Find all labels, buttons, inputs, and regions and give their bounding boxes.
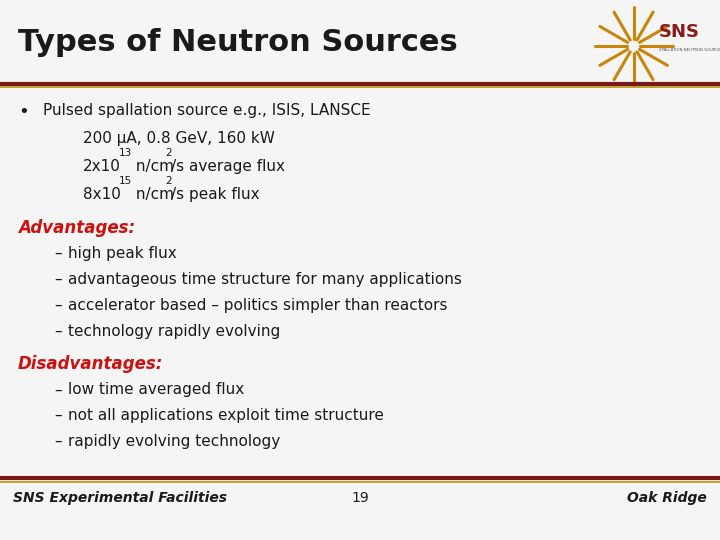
Text: /s average flux: /s average flux xyxy=(171,159,285,174)
Text: 2x10: 2x10 xyxy=(83,159,121,174)
Text: advantageous time structure for many applications: advantageous time structure for many app… xyxy=(68,272,462,287)
Text: Advantages:: Advantages: xyxy=(18,219,135,237)
Text: 19: 19 xyxy=(351,491,369,505)
Text: –: – xyxy=(54,434,62,449)
Text: –: – xyxy=(54,324,62,339)
Text: low time averaged flux: low time averaged flux xyxy=(68,382,245,397)
Text: n/cm: n/cm xyxy=(131,159,174,174)
Text: 13: 13 xyxy=(119,148,132,158)
Text: Pulsed spallation source e.g., ISIS, LANSCE: Pulsed spallation source e.g., ISIS, LAN… xyxy=(43,103,371,118)
Text: accelerator based – politics simpler than reactors: accelerator based – politics simpler tha… xyxy=(68,298,448,313)
Text: 2: 2 xyxy=(166,148,172,158)
Text: rapidly evolving technology: rapidly evolving technology xyxy=(68,434,281,449)
Text: high peak flux: high peak flux xyxy=(68,246,177,261)
Text: –: – xyxy=(54,298,62,313)
Text: 200 μA, 0.8 GeV, 160 kW: 200 μA, 0.8 GeV, 160 kW xyxy=(83,131,274,146)
Text: Types of Neutron Sources: Types of Neutron Sources xyxy=(18,28,458,57)
Text: not all applications exploit time structure: not all applications exploit time struct… xyxy=(68,408,384,423)
Text: 8x10: 8x10 xyxy=(83,187,121,202)
Text: Oak Ridge: Oak Ridge xyxy=(627,491,707,505)
Text: n/cm: n/cm xyxy=(131,187,174,202)
Text: –: – xyxy=(54,246,62,261)
Text: –: – xyxy=(54,272,62,287)
Text: Disadvantages:: Disadvantages: xyxy=(18,355,163,373)
Text: SPALLATION NEUTRON SOURCE: SPALLATION NEUTRON SOURCE xyxy=(659,49,720,52)
Text: –: – xyxy=(54,382,62,397)
Text: /s peak flux: /s peak flux xyxy=(171,187,260,202)
Text: –: – xyxy=(54,408,62,423)
Text: SNS: SNS xyxy=(659,23,700,41)
Text: 2: 2 xyxy=(166,176,172,186)
Text: 15: 15 xyxy=(119,176,132,186)
Text: technology rapidly evolving: technology rapidly evolving xyxy=(68,324,281,339)
Text: SNS Experimental Facilities: SNS Experimental Facilities xyxy=(13,491,227,505)
Text: •: • xyxy=(18,103,29,120)
